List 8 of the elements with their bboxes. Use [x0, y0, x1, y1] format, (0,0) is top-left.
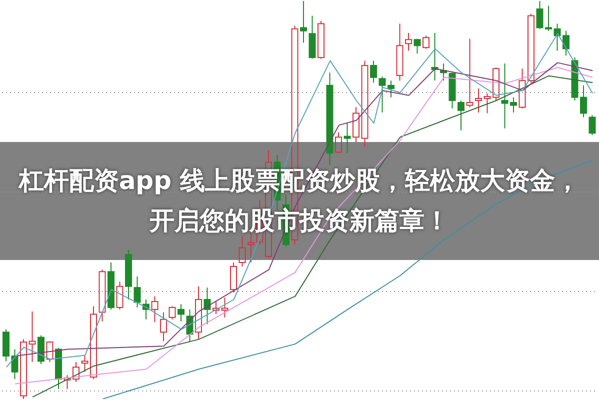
candlestick — [28, 310, 36, 362]
candlestick — [344, 122, 351, 154]
candlestick — [326, 72, 334, 166]
candlestick — [195, 286, 202, 340]
candlestick — [361, 60, 368, 148]
candlestick — [300, 1, 307, 44]
candlestick — [204, 287, 211, 325]
candlestick — [475, 88, 482, 113]
